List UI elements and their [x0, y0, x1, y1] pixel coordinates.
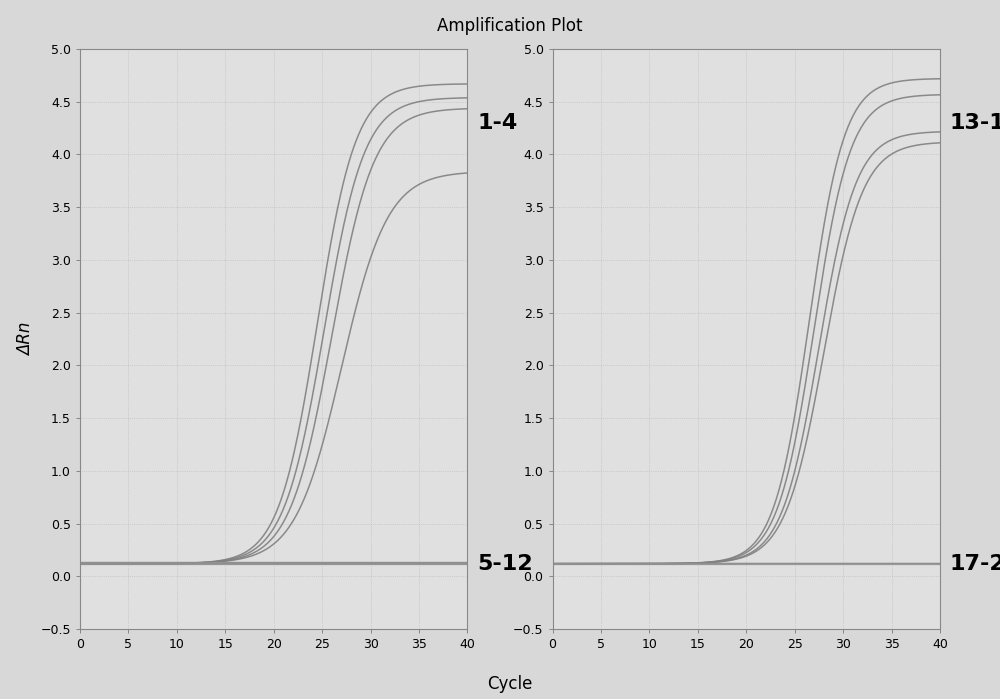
Text: 5-12: 5-12 — [477, 554, 533, 574]
Text: Cycle: Cycle — [487, 675, 533, 693]
Text: 13-16: 13-16 — [950, 113, 1000, 133]
Text: 1-4: 1-4 — [477, 113, 517, 133]
Text: Amplification Plot: Amplification Plot — [437, 17, 583, 36]
Text: 17-20: 17-20 — [950, 554, 1000, 574]
Y-axis label: ΔRn: ΔRn — [17, 322, 35, 356]
